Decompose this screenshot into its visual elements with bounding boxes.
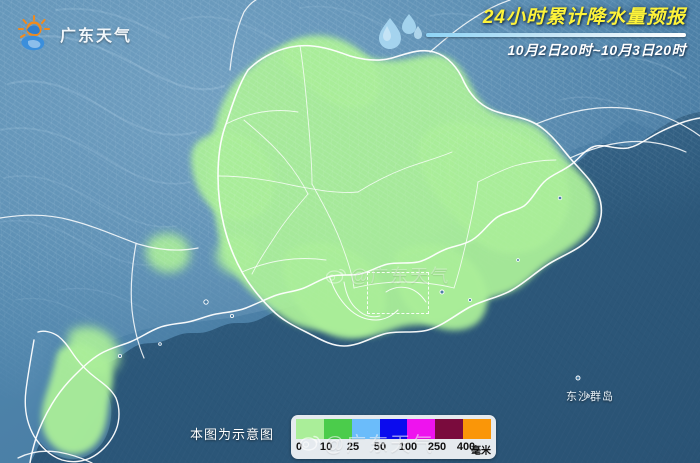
brand-logo: 广东天气 — [14, 14, 132, 54]
forecast-title-block: 24小时累计降水量预报 10月2日20时~10月3日20时 — [379, 7, 686, 60]
prefecture-border-5 — [353, 281, 455, 289]
prefecture-border-1 — [299, 45, 313, 185]
province-border-neighbour-west — [0, 214, 199, 251]
administrative-borders — [0, 0, 700, 359]
province-border-neighbour-nw — [130, 243, 145, 359]
coastline-leizhou — [24, 330, 120, 463]
precip-zone-east — [446, 128, 570, 254]
coastline-prd-inner — [343, 281, 381, 318]
prefecture-border-7 — [243, 119, 309, 195]
map-label-dongsha-islands: 东沙群岛 — [566, 391, 614, 403]
prefecture-border-3 — [357, 151, 453, 193]
legend-swatch-50-100 — [379, 419, 408, 439]
coastline-hongkong — [385, 286, 427, 303]
prefecture-border-2 — [217, 175, 359, 193]
coastline-hainan-north — [17, 450, 93, 463]
legend-tick-50: 50 — [373, 441, 387, 453]
precip-patch-small-1 — [216, 235, 260, 275]
water-droplet-icon — [374, 12, 426, 58]
island-dot-dongsha-2 — [586, 394, 590, 398]
island-dot-3 — [439, 289, 445, 295]
forecast-period: 10月2日20时~10月3日20时 — [507, 41, 686, 58]
schematic-note: 本图为示意图 — [190, 427, 275, 442]
legend-color-bar — [296, 419, 492, 439]
prefecture-border-4 — [311, 183, 355, 289]
prefecture-border-8 — [225, 110, 299, 125]
prefecture-border-9 — [241, 258, 327, 273]
coastline-main — [29, 117, 700, 463]
legend-tick-100: 100 — [398, 441, 418, 453]
legend-tick-250: 250 — [427, 441, 447, 453]
coastline-group — [17, 117, 700, 463]
title-divider — [426, 32, 686, 37]
legend-tick-labels: 0 10 25 50 100 250 400 毫米 — [296, 440, 491, 457]
island-dot-7 — [118, 353, 123, 358]
legend-tick-10: 10 — [319, 441, 333, 453]
island-dot-6 — [516, 258, 520, 262]
precip-zone-north — [281, 35, 381, 109]
island-dot-5 — [557, 195, 563, 201]
legend-swatch-10-25 — [323, 419, 352, 439]
prefecture-border-11 — [251, 193, 309, 275]
page-title: 24小时累计降水量预报 — [482, 7, 686, 28]
precip-patch-yangjiang — [146, 233, 190, 273]
terrain-relief — [0, 3, 687, 321]
sun-cloud-icon — [14, 14, 54, 54]
coastline-prd-estuary — [329, 277, 399, 321]
province-border-neighbour-ne — [429, 0, 511, 53]
island-dot-8 — [158, 342, 162, 346]
island-dot-dongsha — [575, 375, 581, 381]
island-dot-1 — [203, 299, 209, 305]
detail-inset-outline — [367, 272, 429, 314]
legend-tick-25: 25 — [346, 441, 360, 453]
legend-tick-0: 0 — [295, 441, 303, 453]
prefecture-border-10 — [477, 159, 557, 183]
province-border-neighbour-east — [535, 106, 700, 137]
legend-unit-label: 毫米 — [471, 446, 491, 457]
legend-swatch-250-400 — [435, 419, 464, 439]
legend-swatch-25-50 — [351, 419, 380, 439]
precipitation-legend: 0 10 25 50 100 250 400 毫米 — [291, 415, 496, 459]
legend-tick-400: 400 — [456, 441, 476, 453]
prefecture-border-6 — [453, 181, 479, 289]
legend-swatch-100-250 — [407, 419, 436, 439]
province-border-neighbour-north — [229, 0, 257, 71]
precip-zone-coastal-east — [393, 244, 488, 331]
legend-swatch-0-10 — [296, 419, 324, 439]
island-dot-2 — [229, 313, 234, 318]
brand-name: 广东天气 — [60, 28, 133, 45]
legend-swatch-400plus — [463, 419, 492, 439]
island-dot-4 — [468, 298, 472, 302]
